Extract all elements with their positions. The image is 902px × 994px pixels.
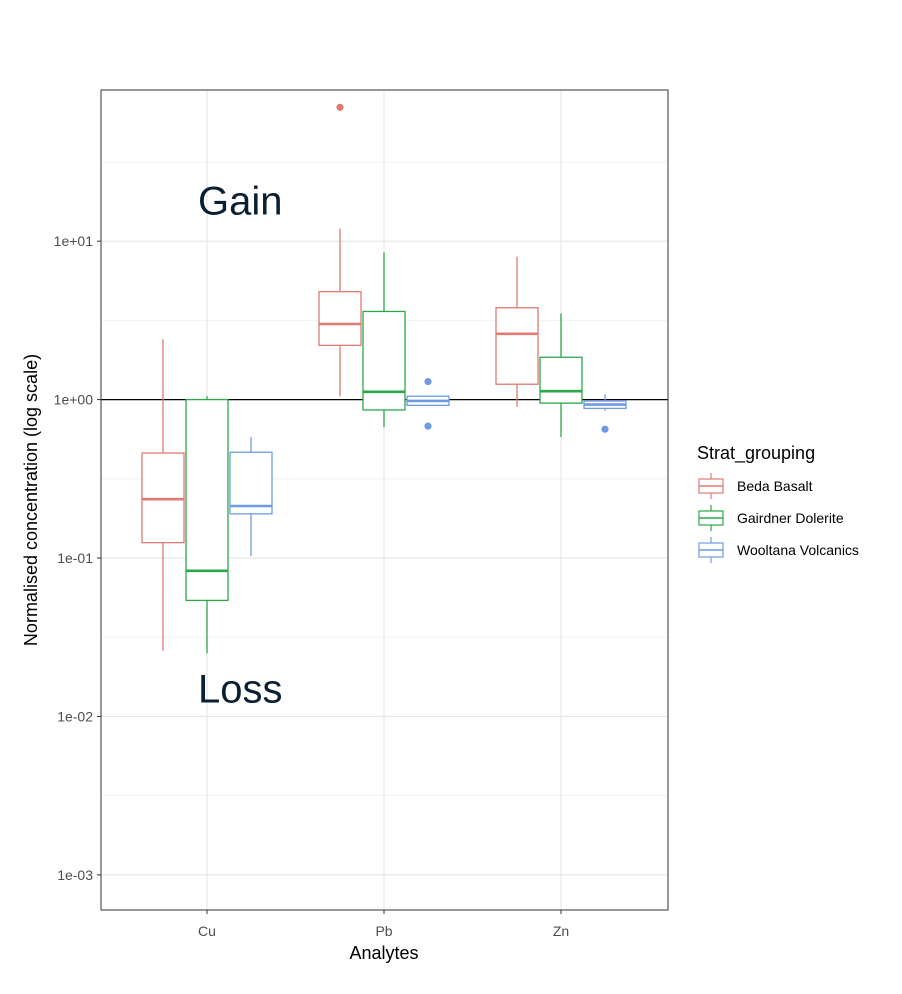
outlier-point [336, 103, 344, 111]
outlier-point [424, 422, 432, 430]
legend-items: Beda Basalt Gairdner Dolerite Wooltana Vol… [698, 473, 859, 563]
x-tick-label: Cu [198, 923, 216, 939]
annotation-loss: Loss [198, 668, 283, 712]
outlier-point [601, 425, 609, 433]
box-beda-basalt-zn [495, 256, 539, 407]
annotation-layer: Gain Loss [198, 180, 283, 712]
y-tick-label: 1e-02 [57, 708, 93, 724]
box-iqr [539, 356, 583, 404]
x-axis-title: Analytes [349, 943, 418, 963]
legend-item-beda-basalt: Beda Basalt [698, 473, 813, 499]
box-beda-basalt-cu [141, 339, 185, 651]
legend: Strat_grouping Beda Basalt Gairdner Doler… [697, 443, 859, 563]
box-beda-basalt-pb [318, 103, 362, 397]
y-tick-label: 1e-03 [57, 867, 93, 883]
x-tick-label: Zn [553, 923, 569, 939]
y-tick-label: 1e-01 [57, 550, 93, 566]
y-tick-label: 1e+01 [54, 233, 94, 249]
box-gairdner-dolerite-cu [185, 396, 229, 654]
box-layer [141, 103, 627, 654]
box-wooltana-volcanics-cu [229, 437, 273, 556]
y-axis-title: Normalised concentration (log scale) [21, 354, 41, 646]
box-iqr [362, 310, 406, 411]
annotation-gain: Gain [198, 180, 283, 224]
x-axis-ticks: Cu Pb Zn [198, 910, 569, 939]
box-wooltana-volcanics-pb [406, 377, 450, 430]
y-axis-ticks: 1e-03 1e-02 1e-01 1e+00 1e+01 [54, 233, 101, 883]
legend-label: Wooltana Volcanics [737, 542, 859, 558]
box-wooltana-volcanics-zn [583, 394, 627, 433]
legend-label: Gairdner Dolerite [737, 510, 844, 526]
box-iqr [495, 307, 539, 385]
box-iqr [229, 451, 273, 515]
outlier-point [424, 377, 432, 386]
y-tick-label: 1e+00 [54, 392, 94, 408]
legend-label: Beda Basalt [737, 478, 813, 494]
box-iqr [141, 452, 185, 544]
box-iqr [185, 398, 229, 602]
legend-item-gairdner-dolerite: Gairdner Dolerite [698, 505, 844, 531]
box-gairdner-dolerite-zn [539, 313, 583, 438]
x-tick-label: Pb [375, 923, 392, 939]
legend-item-wooltana-volcanics: Wooltana Volcanics [698, 537, 859, 563]
box-iqr [318, 291, 362, 346]
box-gairdner-dolerite-pb [362, 252, 406, 428]
legend-title: Strat_grouping [697, 443, 815, 464]
